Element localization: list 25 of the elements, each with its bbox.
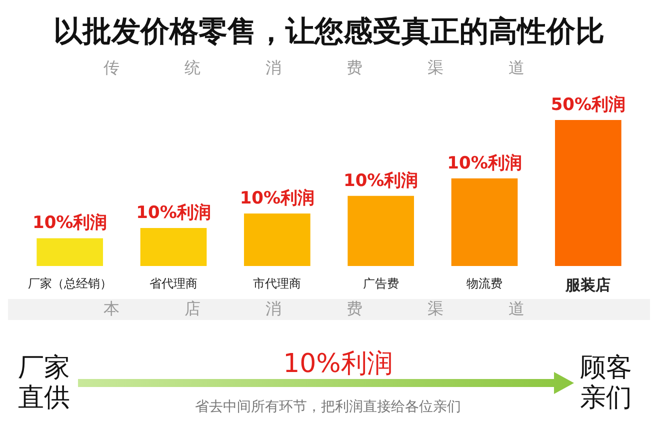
bar: [140, 228, 207, 266]
text: 本 店 消 费 渠 道: [8, 299, 650, 320]
text: 厂家直供: [18, 353, 71, 413]
annotation: 10%利润: [240, 188, 315, 208]
annotation: 10%利润: [447, 153, 522, 174]
text: 顾客亲们: [580, 353, 633, 413]
chart-title: 以批发价格零售，让您感受真正的高性价比: [52, 13, 606, 50]
annotation: 10%利润: [136, 202, 211, 223]
text: 10%利润: [282, 348, 394, 381]
text: 省去中间所有环节，把利润直接给各位亲们: [194, 398, 462, 416]
bar: [244, 213, 310, 266]
annotation: 50%利润: [550, 94, 626, 115]
x-tick-label: 省代理商: [150, 276, 198, 290]
x-tick-label: 市代理商: [253, 276, 302, 290]
bar: [36, 238, 104, 266]
x-tick-label: 服装店: [564, 276, 611, 294]
x-tick-label: 物流费: [466, 276, 502, 290]
bar: [554, 120, 622, 266]
annotation: 10%利润: [343, 170, 418, 191]
annotation: 10%利润: [32, 213, 108, 234]
x-tick-label: 厂家（总经销）: [28, 276, 112, 290]
x-tick-label: 广告费: [362, 276, 399, 290]
chart-subtitle: 传 统 消 费 渠 道: [102, 58, 556, 79]
bar: [451, 178, 518, 266]
bar: [348, 196, 414, 266]
